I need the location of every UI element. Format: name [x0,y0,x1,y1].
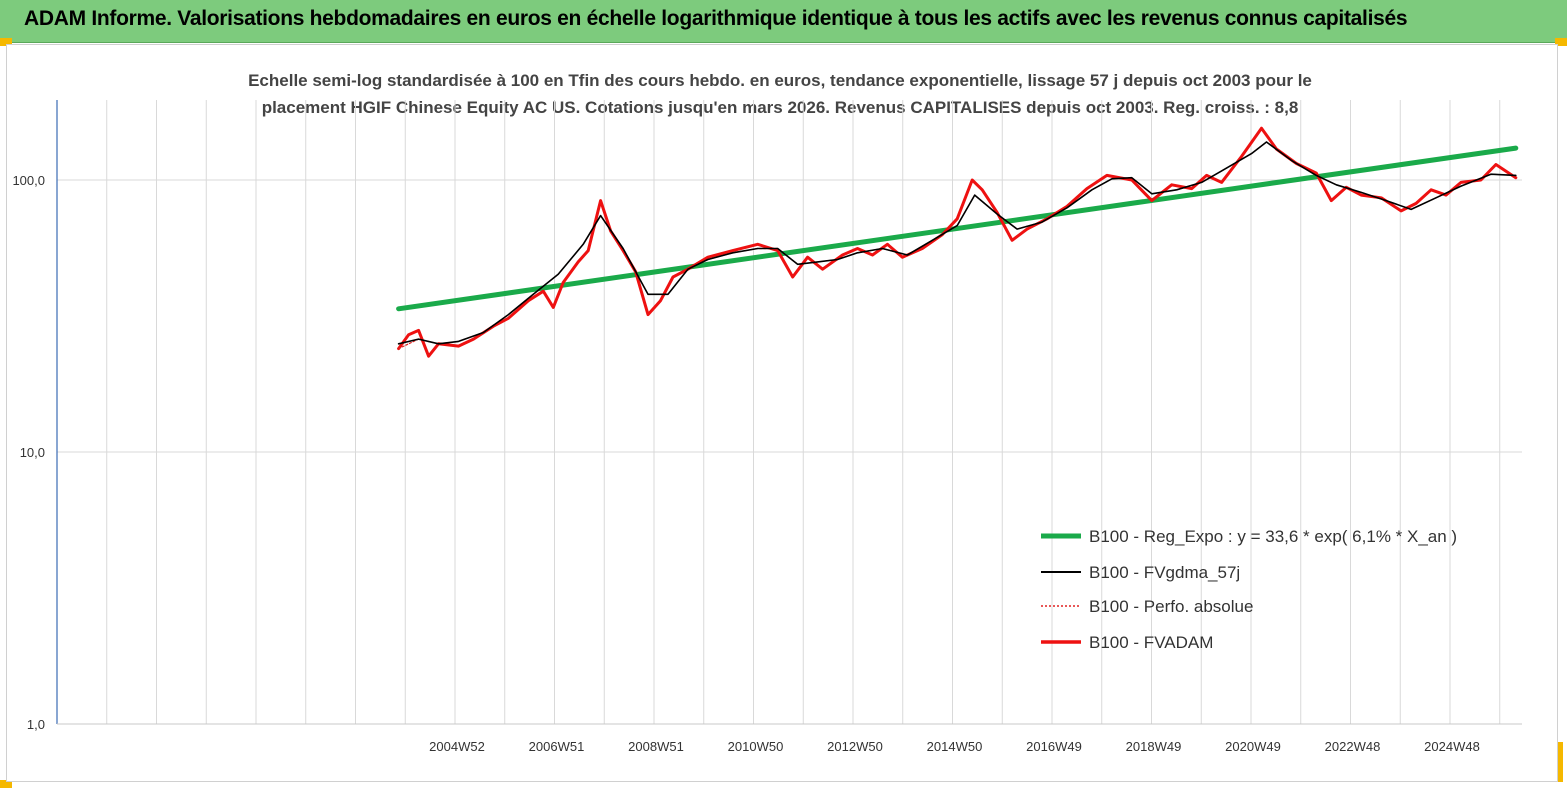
x-tick-label: 2018W49 [1126,739,1182,754]
axes-layer: 100,0 10,0 1,0 2004W52 2006W51 2008W51 2010W50… [12,100,1522,754]
y-tick-label: 10,0 [20,445,45,460]
x-tick-label: 2020W49 [1225,739,1281,754]
corner-marker-top-left [0,38,12,46]
chart-title-line2: placement HGIF Chinese Equity AC US. Cot… [262,98,1299,117]
series-layer [396,126,1519,358]
x-tick-label: 2022W48 [1325,739,1381,754]
banner-title: ADAM Informe. Valorisations hebdomadaire… [24,7,1408,30]
legend-label: B100 - FVgdma_57j [1089,563,1240,582]
corner-marker-bottom-right [1555,742,1563,782]
series-line-reg-expo [396,145,1519,312]
legend-label: B100 - Reg_Expo : y = 33,6 * exp( 6,1% *… [1089,527,1457,546]
chart-title-line1: Echelle semi-log standardisée à 100 en T… [248,71,1312,90]
x-tick-label: 2008W51 [628,739,684,754]
series-line-fvgdma [397,141,1517,345]
legend-label: B100 - Perfo. absolue [1089,597,1253,616]
x-tick-label: 2024W48 [1424,739,1480,754]
series-line-fvadam [397,126,1518,358]
grid-layer [56,100,1522,724]
x-tick-label: 2014W50 [927,739,983,754]
x-tick-label: 2006W51 [529,739,585,754]
legend-label: B100 - FVADAM [1089,633,1213,652]
x-tick-label: 2010W50 [728,739,784,754]
x-tick-label: 2012W50 [827,739,883,754]
chart-frame: Echelle semi-log standardisée à 100 en T… [6,44,1558,782]
y-tick-label: 100,0 [12,173,45,188]
legend: B100 - Reg_Expo : y = 33,6 * exp( 6,1% *… [1041,527,1457,652]
chart-svg: Echelle semi-log standardisée à 100 en T… [12,71,1522,754]
corner-marker-bottom-left [0,780,12,788]
title-banner: ADAM Informe. Valorisations hebdomadaire… [0,0,1567,43]
y-tick-label: 1,0 [27,717,45,732]
x-tick-label: 2016W49 [1026,739,1082,754]
x-tick-label: 2004W52 [429,739,485,754]
corner-marker-top-right [1555,38,1567,46]
